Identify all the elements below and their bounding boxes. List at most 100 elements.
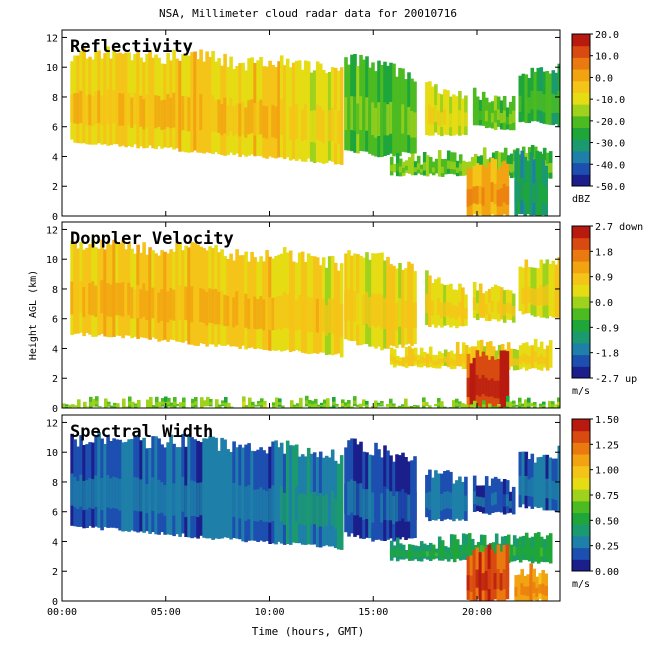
x-tick-label: 05:00 — [151, 607, 181, 618]
colorbar: 1.50 1.25 1.00 0.75 0.50 0.25 0.00 m/s — [571, 415, 619, 590]
echo-layer-2 — [279, 55, 344, 165]
plot-frame — [61, 221, 561, 409]
colorbar-swatch — [572, 115, 590, 129]
y-axis-label: Height AGL (km) — [28, 270, 39, 360]
colorbar-swatch — [572, 127, 590, 140]
colorbar-tick-label: 1.25 — [595, 440, 619, 451]
colorbar-swatch — [572, 261, 590, 274]
y-tick-label: 8 — [52, 285, 58, 296]
colorbar-swatch — [572, 419, 590, 432]
echo-layers — [70, 46, 560, 216]
colorbar-tick-label: 1.00 — [595, 466, 619, 477]
colorbar-swatch — [572, 319, 590, 332]
y-tick-label: 12 — [46, 418, 58, 429]
colorbar: 2.7 down 1.8 0.9 0.0 -0.9 -1.8 -2.7 up m/s — [571, 222, 643, 397]
colorbar-swatch — [572, 489, 590, 502]
x-tick-label: 00:00 — [47, 607, 77, 618]
plot-frame — [61, 414, 561, 602]
colorbar-swatch — [572, 150, 590, 164]
figure-title: NSA, Millimeter cloud radar data for 200… — [159, 7, 457, 20]
colorbar-tick-label: 0.0 — [595, 73, 613, 84]
y-tick-label: 4 — [52, 344, 58, 355]
echo-layer-1 — [70, 432, 281, 545]
echo-layer-5 — [472, 87, 516, 131]
colorbar-tick-label: -10.0 — [595, 95, 625, 106]
colorbar-swatch — [572, 249, 590, 262]
colorbar-tick-label: -30.0 — [595, 139, 625, 150]
colorbar-swatch — [572, 272, 590, 285]
colorbar-swatch — [572, 477, 590, 490]
y-tick-label: 0 — [52, 597, 58, 608]
colorbar-swatch — [572, 354, 590, 367]
colorbar-swatch — [572, 430, 590, 443]
colorbar-swatch — [572, 547, 590, 560]
colorbar-swatch — [572, 162, 590, 175]
colorbar-swatch — [572, 500, 590, 514]
colorbar-tick-label: 0.00 — [595, 567, 619, 578]
y-tick-label: 12 — [46, 225, 58, 236]
colorbar-frame — [571, 33, 591, 187]
colorbar-swatch — [572, 465, 590, 478]
colorbar-tick-label: -50.0 — [595, 182, 625, 193]
y-tick-label: 2 — [52, 182, 58, 193]
colorbar-tick-label: -20.0 — [595, 117, 625, 128]
echo-layer-4 — [425, 469, 468, 522]
y-tick-label: 10 — [46, 63, 58, 74]
colorbar-tick-label: 0.50 — [595, 516, 619, 527]
colorbar-swatch — [572, 80, 590, 93]
colorbar-swatch — [572, 104, 590, 117]
colorbar-swatch — [572, 331, 590, 344]
colorbar-unit: m/s — [572, 386, 590, 397]
echo-layers — [70, 432, 560, 601]
colorbar-swatch — [572, 454, 590, 467]
colorbar-tick-label: -0.9 — [595, 323, 619, 334]
echo-layer-2 — [279, 247, 344, 358]
echo-layers — [62, 239, 560, 408]
y-tick-label: 12 — [46, 33, 58, 44]
colorbar-swatch — [572, 307, 590, 321]
panel-2: Doppler Velocity 0 2 4 6 8 10 12 2.7 down 1.8 0.9 0… — [46, 221, 643, 415]
colorbar-tick-label: 0.25 — [595, 542, 619, 553]
colorbar-tick-label: 10.0 — [595, 52, 619, 63]
colorbar-tick-label: -2.7 up — [595, 374, 637, 385]
colorbar-swatch — [572, 45, 590, 58]
echo-layer-6 — [518, 63, 560, 128]
echo-layer-9 — [514, 150, 548, 216]
colorbar-tick-label: -1.8 — [595, 349, 619, 360]
y-tick-label: 6 — [52, 123, 58, 134]
colorbar-swatch — [572, 237, 590, 250]
echo-layer-4 — [425, 81, 468, 137]
colorbar-unit: m/s — [572, 579, 590, 590]
echo-layer-4 — [425, 270, 468, 329]
y-tick-label: 8 — [52, 478, 58, 489]
panel-title: Reflectivity — [70, 37, 193, 57]
colorbar-swatch — [572, 92, 590, 105]
colorbar-unit: dBZ — [572, 194, 590, 205]
echo-layer-5 — [472, 281, 516, 323]
echo-layer-3 — [344, 438, 417, 542]
colorbar-swatch — [572, 442, 590, 455]
colorbar: 20.0 10.0 0.0 -10.0 -20.0 -30.0 -40.0 -50.0 dBZ — [571, 30, 625, 205]
y-tick-label: 2 — [52, 567, 58, 578]
colorbar-swatch — [572, 342, 590, 356]
echo-layer-1 — [70, 46, 281, 159]
panel-1: Reflectivity 0 2 4 6 8 10 12 20.0 10.0 0.0 -10.0 -20… — [46, 29, 625, 223]
colorbar-swatch — [572, 284, 590, 297]
colorbar-swatch — [572, 524, 590, 537]
colorbar-tick-label: 1.8 — [595, 247, 613, 258]
colorbar-swatch — [572, 139, 590, 152]
x-axis-label: Time (hours, GMT) — [252, 625, 365, 638]
y-tick-label: 8 — [52, 93, 58, 104]
colorbar-tick-label: 2.7 down — [595, 222, 643, 233]
colorbar-swatch — [572, 69, 590, 82]
y-tick-label: 10 — [46, 448, 58, 459]
colorbar-tick-label: 0.75 — [595, 491, 619, 502]
colorbar-swatch — [572, 226, 590, 239]
y-tick-label: 10 — [46, 255, 58, 266]
y-tick-label: 6 — [52, 315, 58, 326]
y-tick-label: 4 — [52, 537, 58, 548]
echo-layer-6 — [518, 445, 560, 513]
colorbar-swatch — [572, 559, 590, 572]
echo-layer-3 — [344, 250, 417, 351]
